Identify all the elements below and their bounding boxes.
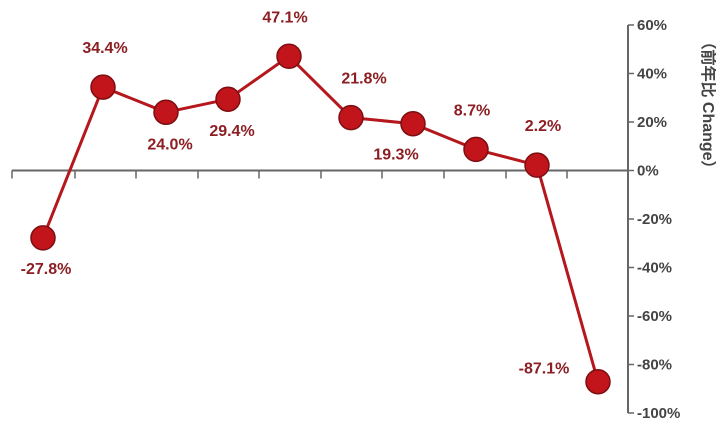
data-point (585, 368, 611, 395)
data-point (215, 86, 241, 112)
series-markers (30, 43, 611, 395)
data-point (524, 152, 550, 178)
data-point (463, 136, 489, 163)
y-axis: 60% 40% 20% 0% -20% -40% -60% -80% -100% (627, 17, 680, 422)
y-axis-tick-label: 60% (637, 17, 667, 34)
data-point (90, 74, 116, 100)
data-label: 29.4% (209, 123, 254, 140)
y-axis-tick-label: -80% (637, 357, 672, 374)
y-axis-tick-label: -40% (637, 260, 672, 277)
y-axis-tick-label: 20% (637, 114, 667, 131)
data-label: 8.7% (454, 102, 490, 119)
data-point (30, 225, 56, 251)
data-label: 19.3% (373, 147, 418, 164)
data-label: 47.1% (262, 9, 307, 26)
data-label: 2.2% (525, 118, 561, 135)
data-labels: -27.8% 34.4% 24.0% 29.4% 47.1% 21.8% 19.3% 8.7%… (21, 9, 570, 377)
y-axis-tick-label: -100% (637, 405, 680, 422)
data-point (338, 104, 364, 131)
y-axis-tick-label: -60% (637, 308, 672, 325)
data-label: 24.0% (147, 136, 192, 153)
data-point (400, 110, 426, 137)
series-line (41, 54, 600, 384)
data-point (153, 99, 179, 126)
data-label: 21.8% (341, 71, 386, 88)
data-label: 34.4% (82, 40, 127, 57)
data-label: -87.1% (519, 361, 570, 378)
series-path (41, 54, 600, 384)
y-axis-title: （前年比 Change） (699, 33, 716, 176)
y-axis-tick-label: 0% (637, 163, 659, 180)
data-label: -27.8% (21, 261, 72, 278)
y-axis-tick-label: -20% (637, 211, 672, 228)
y-axis-tick-label: 40% (637, 66, 667, 83)
data-point (276, 43, 302, 70)
